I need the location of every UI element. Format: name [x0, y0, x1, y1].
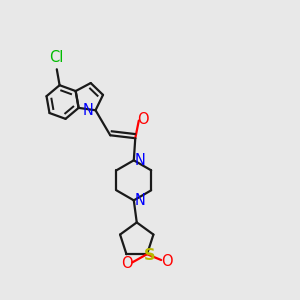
Text: O: O	[161, 254, 172, 269]
Text: O: O	[121, 256, 133, 272]
Text: N: N	[135, 153, 146, 168]
Text: O: O	[137, 112, 149, 127]
Text: N: N	[135, 193, 146, 208]
Text: Cl: Cl	[50, 50, 64, 65]
Text: N: N	[83, 103, 94, 118]
Text: S: S	[144, 248, 155, 263]
